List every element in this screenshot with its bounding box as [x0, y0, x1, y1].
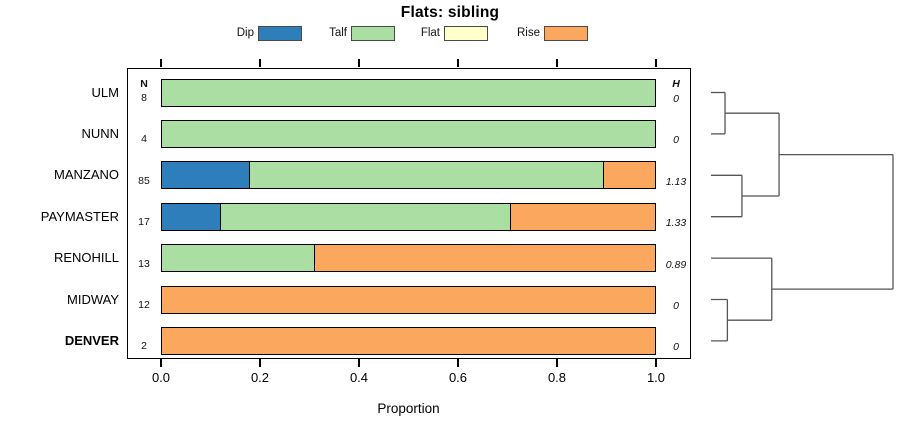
axis-tick-label: 0.4 [349, 370, 369, 385]
n-value: 4 [141, 133, 147, 146]
h-value: 0 [673, 300, 679, 312]
bar-segment-talf [162, 79, 655, 106]
x-axis-title: Proportion [377, 401, 440, 416]
bar-row-renohill [161, 244, 656, 273]
axis-tick-label: 1.0 [646, 370, 666, 385]
h-value: 0.89 [665, 258, 687, 271]
axis-tick-label: 0.2 [250, 370, 270, 385]
bar-segment-rise [602, 162, 655, 189]
chart-title: Flats: sibling [400, 4, 500, 21]
legend-swatch-dip [258, 25, 302, 41]
legend-item-flat: Flat [410, 25, 488, 41]
axis-tick-bottom [358, 359, 360, 367]
bar-row-midway [161, 285, 656, 314]
row-label-renohill: RENOHILL [53, 250, 119, 266]
axis-tick-top [457, 59, 459, 67]
row-label-denver: DENVER [64, 332, 119, 348]
legend-label-rise: Rise [516, 27, 540, 39]
axis-tick-bottom [259, 359, 261, 367]
n-value: 13 [138, 257, 150, 270]
h-column-header: H [672, 78, 680, 90]
legend-swatch-flat [444, 25, 488, 41]
axis-tick-top [259, 59, 261, 67]
h-value: 0 [673, 134, 679, 147]
legend-item-talf: Talf [317, 25, 395, 41]
axis-tick-top [160, 59, 162, 67]
bar-segment-talf [248, 162, 603, 189]
legend-label-flat: Flat [420, 27, 440, 39]
bar-row-nunn [161, 119, 656, 148]
n-value: 8 [141, 92, 147, 104]
bar-segment-dip [162, 203, 221, 230]
row-label-paymaster: PAYMASTER [40, 208, 119, 224]
bar-segment-rise [162, 327, 655, 354]
bar-row-ulm [161, 78, 656, 107]
legend-label-dip: Dip [236, 27, 254, 39]
axis-tick-top [655, 59, 657, 67]
row-label-midway: MIDWAY [67, 291, 119, 307]
bar-segment-rise [313, 245, 655, 272]
row-label-manzano: MANZANO [54, 167, 119, 183]
legend-item-dip: Dip [224, 25, 302, 41]
row-label-ulm: ULM [91, 84, 119, 100]
h-value: 0 [673, 341, 679, 354]
n-value: 12 [138, 299, 150, 311]
n-value: 2 [141, 340, 147, 353]
legend-label-talf: Talf [329, 27, 347, 39]
bar-segment-talf [162, 120, 655, 147]
row-label-nunn: NUNN [81, 125, 119, 141]
legend-swatch-talf [351, 25, 395, 41]
bar-row-paymaster [161, 202, 656, 231]
h-value: 1.13 [665, 175, 687, 188]
bar-row-manzano [161, 161, 656, 190]
plot-box [127, 68, 691, 359]
axis-tick-top [556, 59, 558, 67]
h-value: 0 [673, 93, 679, 105]
bar-segment-talf [162, 245, 314, 272]
axis-tick-top [358, 59, 360, 67]
n-value: 85 [138, 174, 150, 187]
axis-tick-label: 0.8 [547, 370, 567, 385]
h-value: 1.33 [665, 217, 687, 230]
bar-segment-talf [220, 203, 511, 230]
bar-segment-rise [162, 286, 655, 313]
bar-segment-rise [510, 203, 655, 230]
axis-tick-label: 0.6 [448, 370, 468, 385]
axis-tick-bottom [160, 359, 162, 367]
n-column-header: N [140, 78, 148, 90]
axis-tick-bottom [457, 359, 459, 367]
legend-swatch-rise [544, 25, 588, 41]
axis-tick-bottom [655, 359, 657, 367]
bar-segment-dip [162, 162, 249, 189]
axis-tick-label: 0.0 [151, 370, 171, 385]
n-value: 17 [138, 216, 150, 229]
bar-row-denver [161, 326, 656, 355]
axis-tick-bottom [556, 359, 558, 367]
legend-item-rise: Rise [510, 25, 588, 41]
